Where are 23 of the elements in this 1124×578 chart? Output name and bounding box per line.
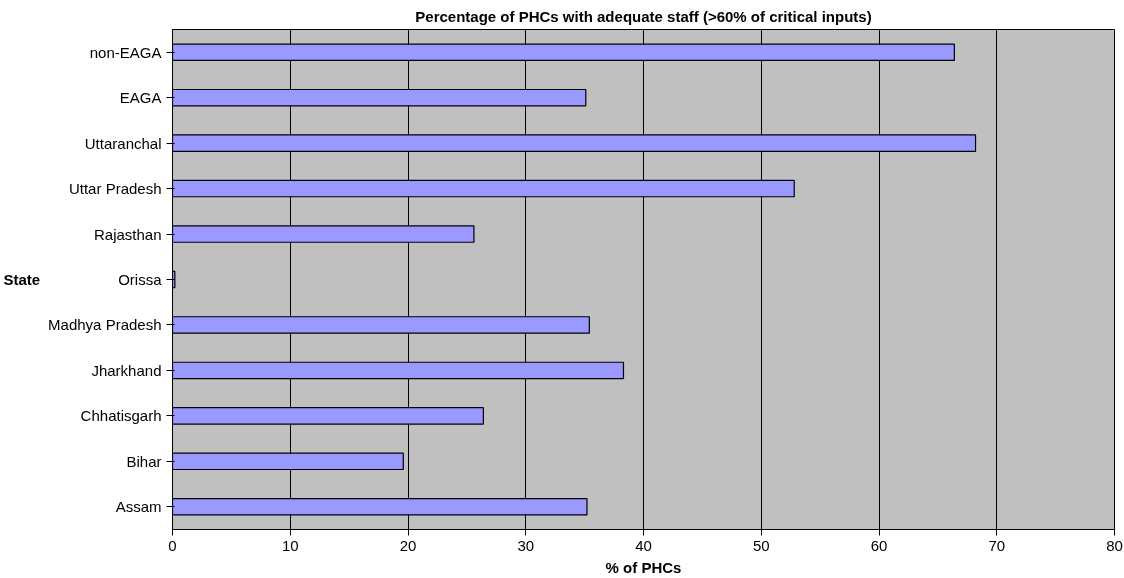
y-tick-label: Chhatisgarh	[80, 407, 162, 425]
x-tick-label: 0	[168, 536, 177, 554]
x-tick-label: 80	[1106, 536, 1123, 554]
x-tick-label: 60	[870, 536, 888, 554]
x-tick-label: 20	[399, 536, 417, 554]
y-tick-label: Madhya Pradesh	[48, 316, 162, 334]
y-tick-label: Uttar Pradesh	[68, 180, 162, 198]
y-tick-label: Rajasthan	[93, 225, 162, 243]
x-tick-label: 50	[752, 536, 770, 554]
y-tick-label: non-EAGA	[89, 43, 162, 61]
y-tick-label: Uttaranchal	[84, 134, 162, 152]
y-tick-label: Bihar	[126, 452, 162, 470]
chart-title: Percentage of PHCs with adequate staff (>60% of critical inputs)	[415, 7, 872, 25]
x-tick-label: 70	[988, 536, 1006, 554]
y-tick-label: Assam	[115, 498, 162, 516]
x-tick-label: 10	[281, 536, 299, 554]
y-tick-label: Jharkhand	[91, 361, 162, 379]
x-axis-title: % of PHCs	[605, 558, 682, 576]
y-tick-label: Orissa	[118, 271, 163, 288]
y-tick-label: EAGA	[119, 89, 162, 107]
x-tick-label: 40	[635, 536, 652, 554]
y-axis-title: State	[3, 271, 41, 288]
x-tick-label: 30	[517, 536, 535, 554]
